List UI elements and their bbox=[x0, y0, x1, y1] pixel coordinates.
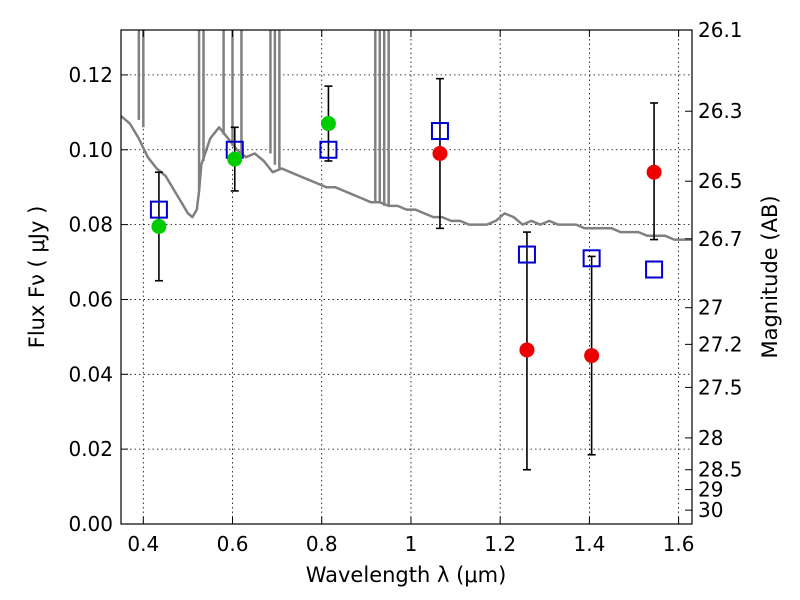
y-tick-label: 0.10 bbox=[68, 138, 113, 162]
measurements-marker bbox=[584, 348, 600, 364]
y-tick-label: 0.06 bbox=[68, 287, 113, 311]
model-photometry-marker bbox=[319, 140, 338, 159]
right-tick-label: 27.2 bbox=[698, 332, 743, 356]
right-tick-label: 26.7 bbox=[698, 227, 743, 251]
model-spectrum bbox=[120, 30, 692, 241]
y-tick-label: 0.02 bbox=[68, 437, 113, 461]
right-tick-label: 27 bbox=[698, 296, 723, 320]
measurements-marker bbox=[646, 164, 662, 180]
x-tick-label: 1.2 bbox=[484, 532, 516, 556]
axis-ticks bbox=[121, 29, 692, 525]
right-tick-label: 28.5 bbox=[698, 458, 743, 482]
y-axis-label: Flux Fν ( μJy ) bbox=[25, 206, 49, 349]
detections-marker bbox=[151, 218, 167, 234]
right-tick-label: 27.5 bbox=[698, 375, 743, 399]
detections-marker bbox=[320, 116, 336, 132]
x-tick-label: 1.6 bbox=[663, 532, 695, 556]
right-tick-label: 26.5 bbox=[698, 169, 743, 193]
x-tick-label: 1 bbox=[405, 532, 418, 556]
grid-lines bbox=[121, 30, 692, 525]
x-tick-label: 0.8 bbox=[306, 532, 338, 556]
data-markers bbox=[149, 116, 664, 364]
x-tick-label: 0.6 bbox=[217, 532, 249, 556]
error-bars bbox=[154, 77, 659, 471]
plot-frame bbox=[120, 29, 693, 525]
measurements-marker bbox=[432, 146, 448, 161]
right-tick-label: 26.3 bbox=[698, 99, 743, 123]
right-axis-label: Magnitude (AB) bbox=[758, 195, 782, 358]
y-tick-label: 0.04 bbox=[68, 362, 113, 386]
model-photometry-marker bbox=[430, 122, 449, 141]
model-photometry-marker bbox=[149, 200, 168, 219]
y-tick-label: 0.08 bbox=[68, 213, 113, 237]
model-photometry-marker bbox=[582, 249, 601, 268]
tick-labels: 0.4 0.6 0.8 1 1.2 1.4 1.6 0.00 0.02 0.04 0.06 0.08 0… bbox=[68, 18, 742, 556]
x-axis-label: Wavelength λ (μm) bbox=[306, 563, 507, 587]
model-photometry-marker bbox=[645, 260, 664, 279]
right-tick-label: 30 bbox=[698, 498, 723, 522]
right-tick-label: 28 bbox=[698, 426, 723, 450]
x-tick-label: 0.4 bbox=[127, 532, 159, 556]
right-tick-label: 26.1 bbox=[698, 18, 743, 42]
right-tick-label: 29 bbox=[698, 478, 723, 502]
y-tick-label: 0.12 bbox=[68, 63, 113, 87]
model-photometry-marker bbox=[517, 245, 536, 264]
detections-marker bbox=[227, 151, 243, 167]
y-tick-label: 0.00 bbox=[68, 512, 113, 536]
x-tick-label: 1.4 bbox=[573, 532, 605, 556]
measurements-marker bbox=[519, 342, 535, 358]
spectrum-line bbox=[120, 115, 692, 241]
